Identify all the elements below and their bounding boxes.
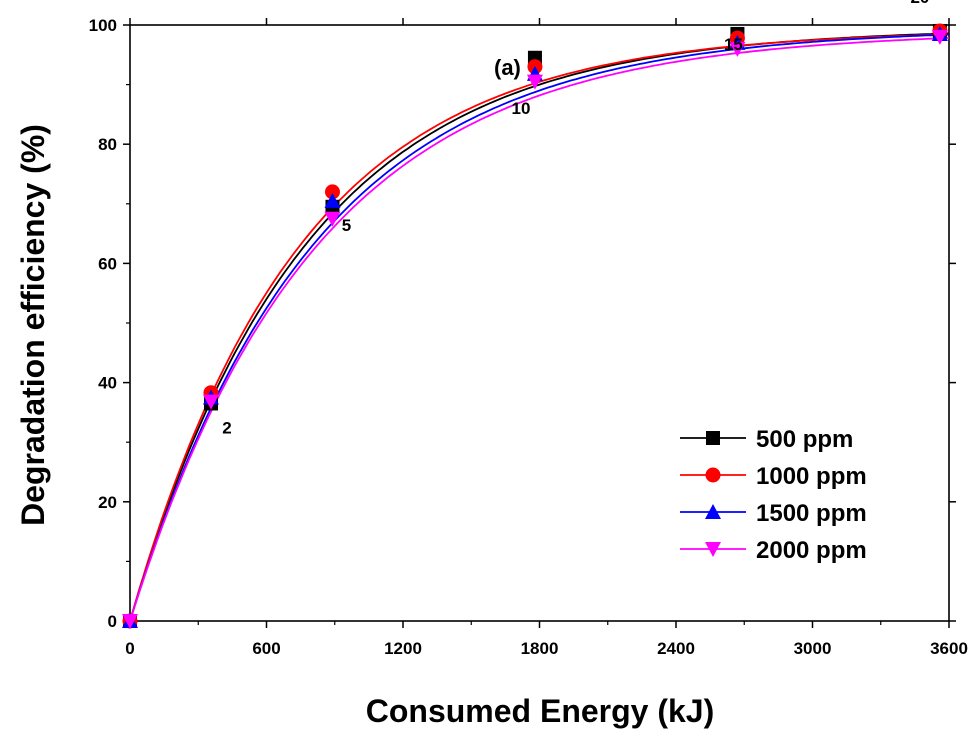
data-point	[122, 614, 138, 629]
y-tick-label: 40	[98, 374, 117, 393]
y-tick-label: 100	[89, 16, 117, 35]
panel-label: (a)	[494, 55, 521, 80]
legend: 500 ppm 1000 ppm 1500 ppm 2000 ppm	[680, 426, 867, 564]
point-label: 20	[910, 0, 929, 7]
data-point	[526, 74, 543, 90]
data-point	[202, 394, 219, 410]
legend-label: 1000 ppm	[756, 463, 867, 490]
legend-marker	[705, 504, 721, 519]
legend-marker	[706, 431, 720, 445]
legend-label: 2000 ppm	[756, 537, 867, 564]
plot-frame	[129, 24, 950, 622]
plot-axes: 0 600 1200 1800 2400 3000 3600 0 20 40 60 80 100	[89, 16, 968, 658]
y-axis-title: Degradation efficiency (%)	[15, 124, 51, 526]
legend-label: 1500 ppm	[756, 500, 867, 527]
x-tick-label: 2400	[657, 639, 695, 658]
point-label: 10	[511, 99, 530, 118]
data-point	[931, 29, 948, 45]
data-markers	[122, 23, 948, 629]
fit-curve-1500-ppm	[129, 33, 950, 622]
legend-marker	[705, 542, 721, 557]
x-tick-label: 1200	[384, 639, 422, 658]
point-label: 2	[222, 418, 231, 437]
fit-curve-500-ppm	[129, 32, 950, 622]
point-annotations: 2 5 10 15 20	[222, 0, 929, 437]
data-point	[324, 211, 341, 227]
data-point	[324, 184, 340, 200]
x-axis-title: Consumed Energy (kJ)	[366, 693, 715, 729]
point-label: 15	[724, 35, 743, 54]
x-tick-label: 3600	[930, 639, 968, 658]
y-tick-label: 60	[98, 254, 117, 273]
legend-marker	[705, 467, 721, 483]
y-tick-label: 80	[98, 135, 117, 154]
x-tick-label: 3000	[794, 639, 832, 658]
x-tick-label: 1800	[521, 639, 559, 658]
data-point	[729, 41, 746, 57]
fit-curve-1000-ppm	[129, 33, 950, 622]
legend-label: 500 ppm	[756, 426, 853, 453]
fit-curve-2000-ppm	[129, 37, 950, 622]
fit-curves	[129, 32, 950, 622]
x-tick-label: 600	[252, 639, 280, 658]
point-label: 5	[342, 216, 351, 235]
y-tick-label: 20	[98, 493, 117, 512]
x-tick-label: 0	[125, 639, 134, 658]
data-point	[324, 192, 341, 208]
y-tick-label: 0	[108, 612, 117, 631]
